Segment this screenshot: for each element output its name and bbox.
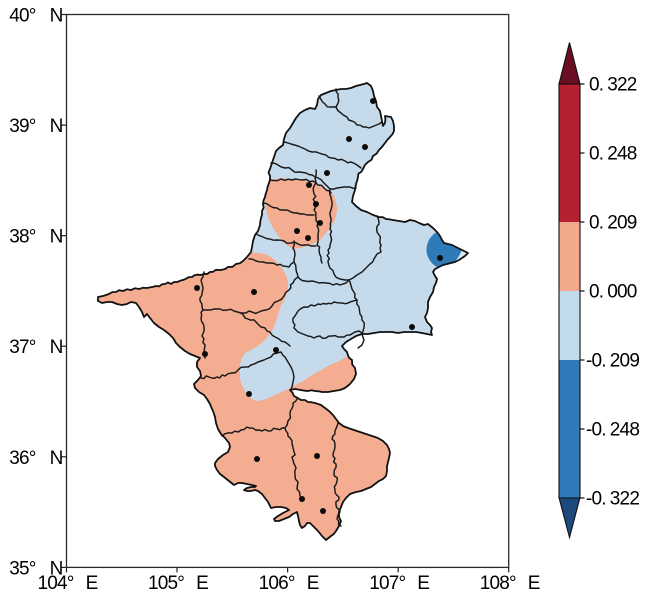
svg-text:0.209: 0. 209 [589, 213, 637, 234]
svg-text:0.322: 0. 322 [589, 75, 637, 96]
svg-text:-0.322: -0. 322 [586, 489, 639, 510]
svg-text:-0.209: -0. 209 [586, 351, 639, 372]
svg-text:108°E: 108° E [480, 573, 540, 594]
svg-text:105°E: 105° E [148, 573, 208, 594]
svg-text:107°E: 107° E [369, 573, 429, 594]
svg-text:106°E: 106° E [259, 573, 319, 594]
svg-text:-0.248: -0. 248 [586, 420, 639, 441]
svg-text:0.248: 0. 248 [589, 144, 637, 165]
svg-text:0.000: 0. 000 [589, 282, 637, 303]
svg-text:104°E: 104° E [38, 573, 98, 594]
